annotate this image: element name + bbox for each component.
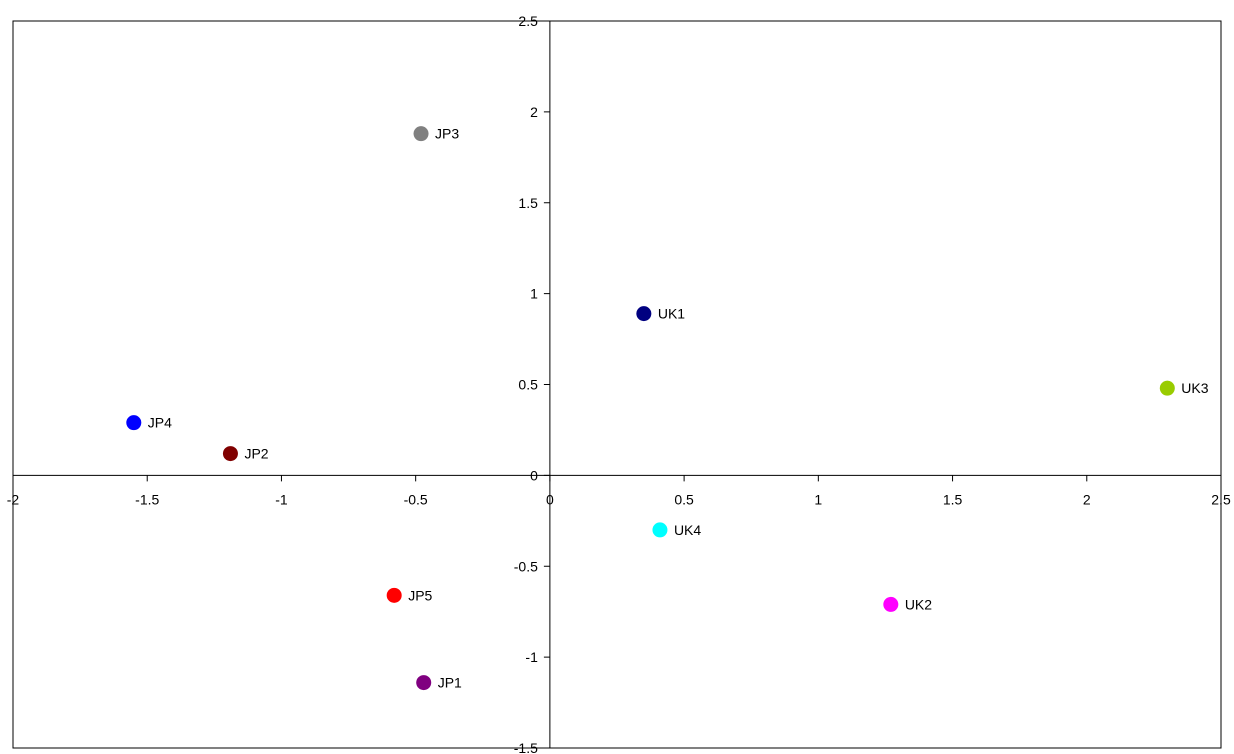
- point-label-jp2: JP2: [244, 446, 268, 462]
- point-uk2: [883, 596, 899, 612]
- y-tick-label: 2: [530, 104, 538, 120]
- x-tick-label: 2: [1083, 491, 1091, 507]
- y-tick-label: -0.5: [514, 558, 538, 574]
- x-tick-label: 1.5: [943, 491, 963, 507]
- point-jp3: [413, 126, 429, 142]
- x-tick-label: -1: [275, 491, 288, 507]
- point-label-jp3: JP3: [435, 126, 459, 142]
- point-label-jp5: JP5: [408, 587, 432, 603]
- data-points: JP1 JP2 JP3 JP4 JP5 UK1 UK2 UK3 UK4: [126, 126, 1209, 691]
- x-tick-label: -0.5: [404, 491, 428, 507]
- point-label-jp1: JP1: [438, 675, 462, 691]
- y-tick-label: 2.5: [518, 13, 538, 29]
- point-label-jp4: JP4: [148, 415, 172, 431]
- x-tick-label: -1.5: [135, 491, 159, 507]
- point-jp4: [126, 415, 142, 431]
- point-uk1: [636, 306, 652, 322]
- y-tick-label: 1.5: [518, 195, 538, 211]
- x-tick-label: 0: [546, 491, 554, 507]
- point-jp5: [386, 587, 402, 603]
- x-tick-label: 2.5: [1211, 491, 1231, 507]
- plot-area: [12, 20, 1222, 749]
- point-jp1: [416, 675, 432, 691]
- x-tick-label: 0.5: [674, 491, 694, 507]
- point-uk4: [652, 522, 668, 538]
- point-label-uk1: UK1: [658, 306, 685, 322]
- point-label-uk4: UK4: [674, 522, 701, 538]
- point-label-uk3: UK3: [1181, 380, 1208, 396]
- y-tick-label: -1.5: [514, 740, 538, 754]
- point-label-uk2: UK2: [905, 596, 932, 612]
- y-tick-label: 0: [530, 467, 538, 483]
- axes: -2 -1.5 -1 -0.5 0 0.5 1 1.5 2 2.5 -1.5 -1 -0.5 0 0.5 1 1…: [7, 13, 1231, 754]
- y-tick-label: 1: [530, 286, 538, 302]
- point-jp2: [222, 446, 238, 462]
- x-tick-label: -2: [7, 491, 20, 507]
- x-tick-label: 1: [814, 491, 822, 507]
- y-tick-label: -1: [525, 649, 538, 665]
- y-tick-label: 0.5: [518, 377, 538, 393]
- point-uk3: [1159, 380, 1175, 396]
